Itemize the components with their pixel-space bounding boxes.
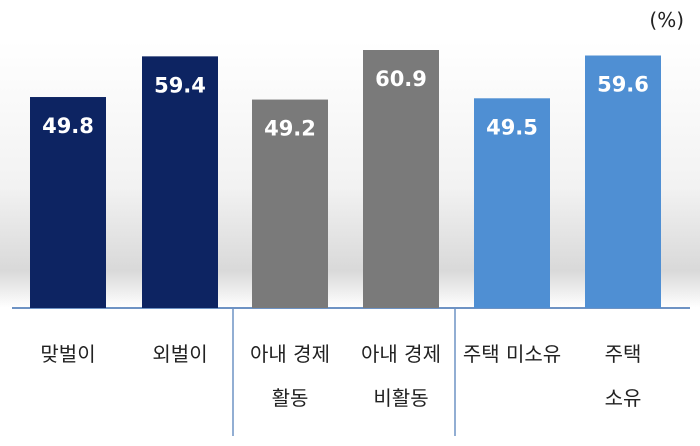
category-label: 맞벌이: [8, 332, 128, 376]
bar: [474, 98, 550, 308]
category-label: 주택 미소유: [452, 332, 572, 376]
bar: [142, 56, 218, 309]
bar-value-label: 59.6: [597, 73, 649, 97]
bar-value-label: 49.5: [486, 115, 538, 139]
unit-label: (%): [649, 8, 684, 32]
category-label: 외벌이: [120, 332, 240, 376]
category-label-line: 소유: [604, 386, 642, 410]
bar-value-label: 49.2: [264, 117, 316, 141]
category-label-line: 주택 미소유: [462, 342, 562, 366]
category-label-line: 아내 경제: [250, 342, 330, 366]
category-label-line: 외벌이: [152, 342, 208, 366]
bar: [252, 99, 328, 309]
bar: [30, 97, 106, 308]
bar: [585, 55, 661, 309]
bar-value-label: 60.9: [375, 67, 427, 91]
plot-background: [0, 40, 700, 308]
bar: [363, 50, 439, 308]
category-label-line: 맞벌이: [40, 342, 96, 366]
bar-value-label: 59.4: [154, 73, 206, 97]
category-label-line: 활동: [271, 386, 309, 410]
category-label-line: 주택: [604, 342, 642, 366]
category-label-line: 아내 경제: [361, 342, 441, 366]
category-label-line: 비활동: [373, 386, 429, 410]
bar-value-label: 49.8: [42, 114, 94, 138]
